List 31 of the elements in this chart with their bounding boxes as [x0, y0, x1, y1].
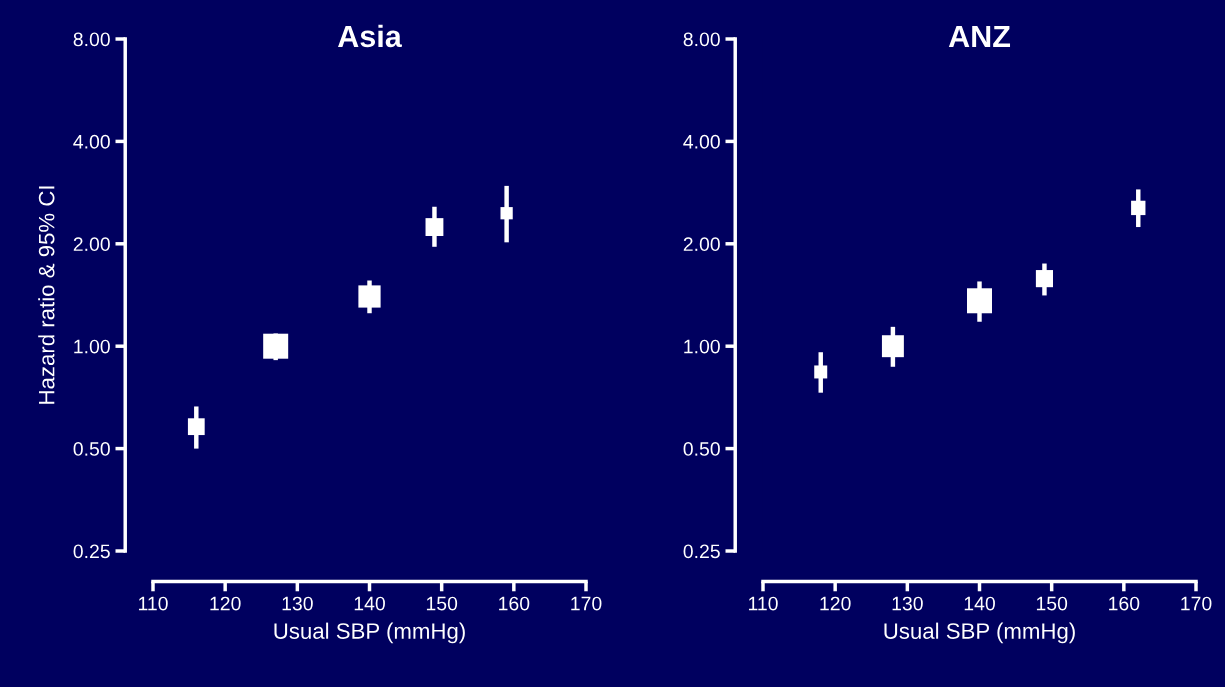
x-tick-label: 170 [1181, 596, 1212, 611]
y-tick-label: 1.00 [684, 339, 720, 354]
chart-title: Asia [337, 24, 402, 48]
x-tick-label: 120 [820, 596, 851, 611]
x-tick-label: 110 [748, 596, 778, 611]
y-tick-label: 2.00 [73, 237, 110, 252]
x-axis-title: Usual SBP (mmHg) [274, 622, 465, 644]
x-tick-label: 170 [571, 596, 602, 611]
y-tick-label: 4.00 [683, 134, 720, 149]
x-tick-label: 150 [426, 596, 458, 611]
y-tick-label: 8.00 [683, 32, 720, 47]
y-tick-label: 2.00 [683, 237, 720, 252]
x-tick-label: 150 [1036, 596, 1068, 611]
y-tick-label: 0.25 [683, 544, 720, 559]
x-tick-label: 140 [354, 596, 385, 611]
x-tick-label: 120 [210, 596, 241, 611]
x-axis-title: Usual SBP (mmHg) [884, 622, 1075, 644]
x-tick-label: 110 [138, 596, 168, 611]
x-tick-label: 160 [499, 596, 530, 611]
y-tick-label: 0.25 [73, 544, 110, 559]
x-tick-label: 130 [282, 596, 313, 611]
y-tick-label: 1.00 [74, 339, 110, 354]
y-tick-label: 8.00 [73, 32, 110, 47]
x-tick-label: 160 [1109, 596, 1140, 611]
y-axis-title: Hazard ratio & 95% CI [38, 186, 55, 404]
y-tick-label: 0.50 [683, 442, 720, 456]
y-tick-label: 0.50 [73, 442, 110, 456]
chart-title: ANZ [948, 25, 1011, 47]
y-tick-label: 4.00 [73, 134, 110, 149]
x-tick-label: 140 [964, 596, 995, 611]
x-tick-label: 130 [892, 596, 923, 611]
